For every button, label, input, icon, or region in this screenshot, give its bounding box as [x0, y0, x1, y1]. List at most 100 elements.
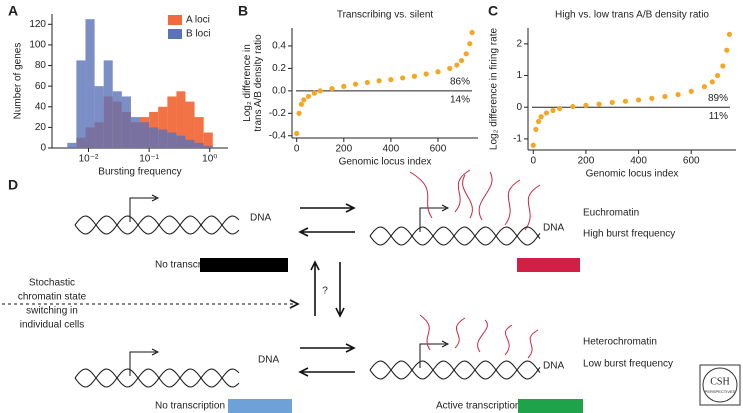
chart-title: High vs. low trans A/B density ratio [555, 10, 709, 21]
x-tick-label: 400 [383, 144, 400, 155]
x-axis-label: Genomic locus index [586, 169, 679, 180]
side-text: Stochastic [29, 278, 75, 289]
annotation: 86% [450, 76, 470, 87]
question: ? [322, 286, 328, 297]
y-tick-label: 20 [35, 122, 47, 133]
dna-strand [369, 226, 541, 246]
point [388, 77, 394, 83]
logo [699, 364, 741, 406]
arrow [310, 260, 320, 316]
point [714, 72, 721, 79]
bar [158, 106, 168, 148]
point [301, 97, 307, 103]
dna-strand [74, 368, 240, 388]
bar [176, 91, 186, 148]
y-axis-label: trans A/B density ratio [253, 34, 264, 132]
outcome-bar [200, 258, 288, 272]
bar [85, 19, 95, 149]
y-tick-label: 60 [35, 81, 47, 92]
y-tick-label: -0.2 [269, 108, 287, 119]
annotation: 11% [709, 111, 728, 122]
point [570, 103, 576, 110]
tss-arrow [129, 194, 160, 222]
point [649, 95, 655, 101]
tss-arrow [129, 348, 160, 376]
point [635, 97, 642, 103]
point [458, 57, 465, 64]
point [535, 118, 542, 125]
arrow [298, 367, 355, 377]
y-tick-label: 0.4 [272, 41, 286, 52]
point [294, 130, 300, 137]
bar [94, 86, 104, 148]
bar [158, 129, 168, 148]
y-tick-label: -0.4 [269, 130, 287, 141]
bar [203, 132, 213, 148]
bar [130, 117, 141, 148]
bar [121, 96, 131, 148]
bar [140, 122, 150, 148]
panel-letter: A [8, 3, 18, 19]
x-axis-label: Genomic locus index [339, 157, 432, 168]
y-tick-label: 1 [516, 70, 522, 81]
bar [149, 127, 159, 148]
state-label: Heterochromatin [583, 337, 657, 348]
point [533, 126, 539, 133]
arrow [300, 203, 356, 213]
point [423, 71, 429, 77]
point [364, 79, 370, 86]
dna-strand [74, 215, 240, 235]
point [550, 107, 556, 113]
dna-label: DNA [543, 223, 564, 234]
dna-label: DNA [543, 361, 564, 372]
bar [67, 142, 77, 148]
tss-arrow [419, 340, 450, 368]
arrow [298, 227, 355, 237]
outcome-label: Active transcription [436, 401, 520, 412]
x-tick-label: 400 [630, 156, 647, 167]
point [311, 90, 317, 96]
point [305, 93, 312, 100]
rna [419, 314, 539, 359]
x-tick-label: 0 [294, 144, 300, 155]
diagram: D DNA DNA DNA DNA Euchromatin High burst… [2, 169, 741, 413]
point [724, 47, 730, 53]
point [467, 41, 473, 47]
legend-label: A loci [186, 15, 210, 26]
point [411, 73, 418, 79]
point [622, 98, 629, 104]
state-label: High burst frequency [583, 229, 675, 240]
bar [167, 132, 177, 148]
y-tick-label: 120 [29, 19, 46, 30]
y-tick-label: 0 [516, 102, 522, 113]
x-tick-label: 600 [430, 144, 447, 155]
annotation: 89% [708, 93, 728, 104]
y-tick-label: 2 [516, 38, 522, 49]
point [720, 63, 726, 69]
y-tick-label: -1 [513, 134, 522, 145]
point [556, 105, 563, 112]
bar [176, 135, 186, 148]
side-text: chromatin state [18, 292, 87, 303]
point [726, 31, 733, 37]
legend-swatch [168, 29, 182, 39]
outcome-label: No transcription [155, 401, 225, 412]
point [583, 102, 589, 108]
point [701, 84, 708, 90]
bar [194, 117, 204, 148]
bar [76, 60, 86, 149]
bar [203, 145, 213, 148]
point [341, 83, 347, 89]
side-text: switching in [26, 306, 78, 317]
tss-arrow [419, 204, 450, 232]
y-axis-label: Number of genes [13, 43, 24, 120]
point [463, 51, 469, 57]
arrow [335, 262, 345, 318]
x-tick-label: 10⁻² [79, 154, 99, 165]
outcome-bar [518, 399, 583, 413]
point [609, 99, 615, 106]
y-axis-label: Log₂ difference in firing rate [489, 28, 500, 151]
point [543, 110, 550, 116]
bar [112, 91, 122, 148]
